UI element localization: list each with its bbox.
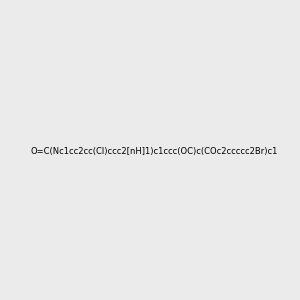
- Text: O=C(Nc1cc2cc(Cl)ccc2[nH]1)c1ccc(OC)c(COc2ccccc2Br)c1: O=C(Nc1cc2cc(Cl)ccc2[nH]1)c1ccc(OC)c(COc…: [30, 147, 278, 156]
